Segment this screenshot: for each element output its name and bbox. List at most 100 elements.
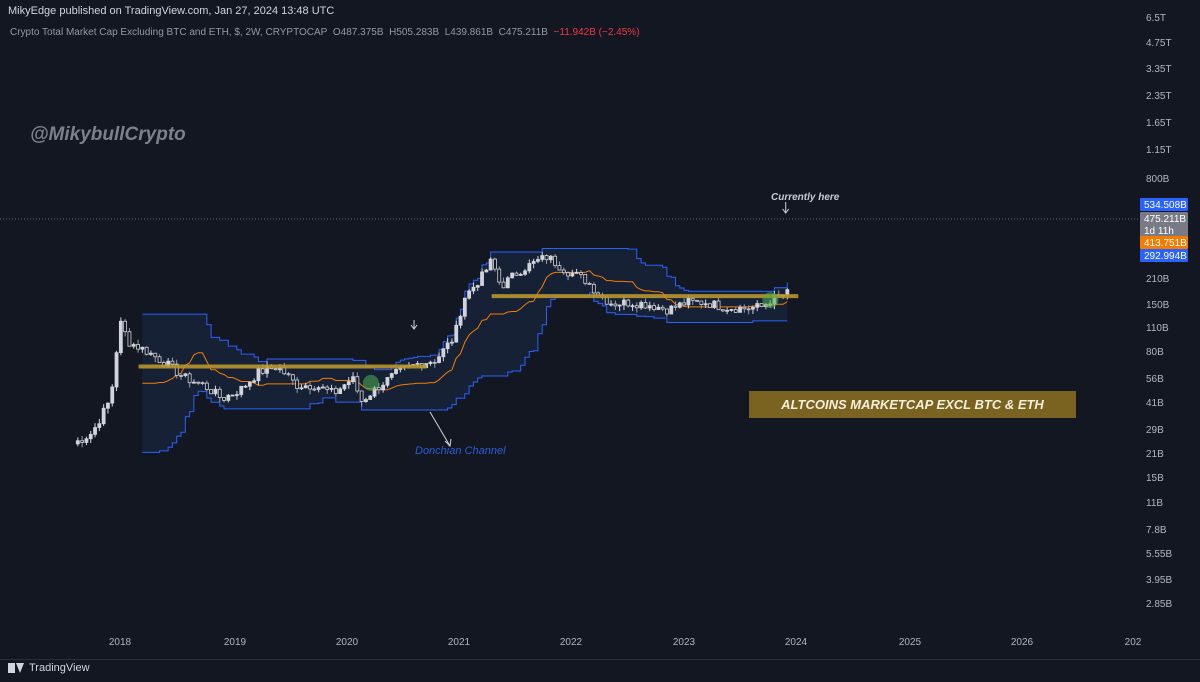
candle-body bbox=[626, 299, 631, 307]
candle-body bbox=[665, 308, 669, 315]
candle-body bbox=[561, 269, 566, 274]
candle-body bbox=[140, 346, 145, 350]
candle-body bbox=[548, 255, 553, 261]
candle-body bbox=[303, 385, 308, 389]
candle-body bbox=[192, 381, 196, 384]
candle-body bbox=[647, 305, 652, 309]
candle-body bbox=[527, 263, 532, 272]
candle-body bbox=[368, 395, 373, 400]
price-label-lower-band bbox=[1140, 249, 1188, 262]
axes: 6.5T 4.75T 3.35T 2.35T 1.65T 1.15T 800B 210B 150… bbox=[0, 13, 1172, 648]
x-tick-label: 2022 bbox=[560, 637, 583, 648]
tradingview-brand: TradingView bbox=[29, 662, 90, 674]
candle-body bbox=[742, 306, 747, 310]
y-tick-label: 29B bbox=[1146, 425, 1164, 436]
candle-body bbox=[316, 387, 321, 390]
candle-body bbox=[187, 373, 192, 384]
candle-body bbox=[359, 390, 364, 402]
candle-body bbox=[531, 260, 536, 264]
y-tick-label: 2.35T bbox=[1146, 91, 1172, 102]
y-tick-label: 110B bbox=[1146, 323, 1169, 334]
symbol-title: Crypto Total Market Cap Excluding BTC an… bbox=[10, 27, 328, 38]
candle-body bbox=[286, 373, 291, 376]
candle-body bbox=[523, 270, 527, 275]
x-tick-label: 2025 bbox=[899, 637, 922, 648]
candle-body bbox=[566, 272, 570, 277]
candle-body bbox=[235, 394, 239, 396]
price-label-countdown bbox=[1140, 224, 1188, 237]
candle-body bbox=[153, 352, 158, 358]
candle-body bbox=[123, 320, 128, 333]
candle-body bbox=[553, 255, 558, 267]
ohlc-high-label: H bbox=[389, 27, 397, 38]
candle-body bbox=[617, 304, 622, 307]
currently-here-arrowhead bbox=[782, 208, 790, 214]
candle-body bbox=[686, 297, 691, 306]
candle-body bbox=[450, 341, 454, 344]
candle-body bbox=[518, 273, 523, 276]
author-watermark: @MikybullCrypto bbox=[30, 124, 186, 145]
candle-body bbox=[583, 273, 588, 284]
price-label-basis bbox=[1140, 236, 1188, 249]
candle-body bbox=[720, 309, 725, 312]
candle-body bbox=[93, 427, 97, 435]
ohlc-close-label: C bbox=[498, 27, 506, 38]
candle-body bbox=[755, 303, 760, 308]
candle-body bbox=[643, 302, 648, 309]
candle-body bbox=[239, 385, 244, 395]
donchian-lower-band bbox=[142, 292, 788, 453]
candle-body bbox=[247, 381, 252, 387]
y-tick-label: 3.35T bbox=[1146, 64, 1172, 75]
y-tick-label: 4.75T bbox=[1146, 38, 1172, 49]
candle-body bbox=[441, 348, 446, 358]
candle-body bbox=[157, 356, 162, 363]
top-bar: MikyEdge published on TradingView.com, J… bbox=[0, 0, 1200, 22]
tradingview-logo[interactable]: TradingView bbox=[8, 662, 90, 674]
candle-body bbox=[729, 309, 734, 311]
candle-body bbox=[462, 297, 467, 317]
candle-body bbox=[346, 381, 351, 386]
x-tick-label: 2019 bbox=[224, 637, 247, 648]
y-tick-label: 41B bbox=[1146, 398, 1164, 409]
candle-body bbox=[454, 324, 459, 343]
candle-body bbox=[480, 271, 484, 286]
y-tick-label: 210B bbox=[1146, 274, 1170, 285]
candle-body bbox=[351, 376, 355, 383]
y-tick-label: 800B bbox=[1146, 174, 1170, 185]
altcoins-banner: ALTCOINS MARKETCAP EXCL BTC & ETH bbox=[749, 391, 1076, 418]
x-tick-label: 2018 bbox=[109, 637, 132, 648]
candle-body bbox=[725, 309, 730, 312]
ohlc-open-label: O bbox=[332, 27, 341, 38]
candle-body bbox=[497, 268, 502, 283]
candle-body bbox=[381, 384, 386, 391]
candle-body bbox=[514, 272, 519, 276]
price-label-upper-band bbox=[1140, 198, 1188, 211]
candle-body bbox=[428, 361, 433, 364]
candle-body bbox=[604, 297, 609, 305]
candle-body bbox=[505, 277, 510, 289]
y-tick-label: 56B bbox=[1146, 374, 1164, 385]
candle-body bbox=[634, 305, 639, 309]
candle-body bbox=[97, 423, 102, 429]
candle-body bbox=[432, 361, 437, 364]
price-label-countdown-text: 1d 11h bbox=[1144, 226, 1174, 237]
candle-body bbox=[290, 374, 295, 381]
candle-body bbox=[101, 407, 106, 425]
candle-body bbox=[591, 284, 596, 294]
publisher-info: MikyEdge published on TradingView.com, J… bbox=[8, 5, 335, 17]
candle-body bbox=[329, 388, 334, 390]
donchian-fill bbox=[142, 248, 788, 453]
ohlc-low: 439.861B bbox=[450, 27, 494, 38]
candle-body bbox=[226, 394, 231, 401]
candle-body bbox=[338, 388, 343, 395]
candle-body bbox=[751, 306, 755, 310]
candle-body bbox=[639, 302, 644, 309]
breakout-marker bbox=[762, 292, 779, 309]
candle-body bbox=[738, 306, 742, 313]
candle-body bbox=[333, 388, 338, 395]
candle-body bbox=[389, 373, 394, 378]
candle-body bbox=[179, 374, 183, 377]
donchian-upper-band bbox=[142, 248, 788, 371]
